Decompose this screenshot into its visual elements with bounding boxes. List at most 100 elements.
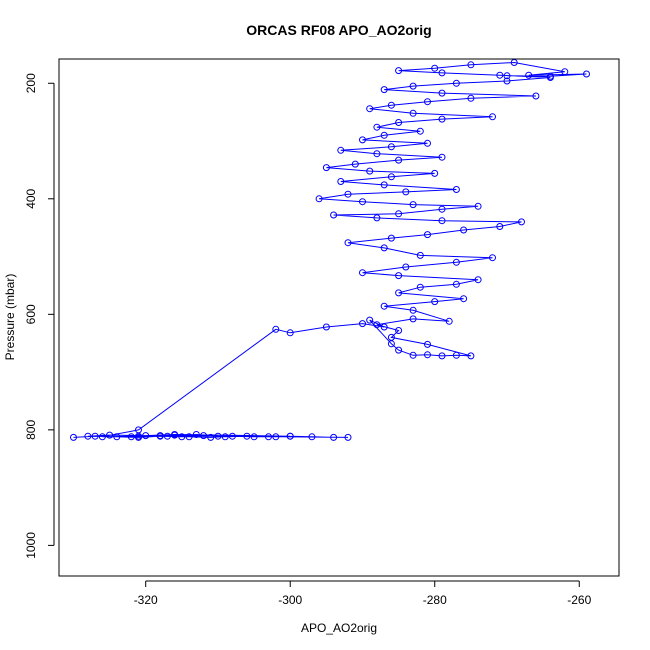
data-point <box>460 226 468 234</box>
data-point <box>142 432 150 440</box>
data-point <box>344 239 352 247</box>
data-point <box>373 150 381 158</box>
data-point <box>380 323 388 331</box>
data-point <box>532 92 540 100</box>
y-axis: 200 400 600 800 1000 <box>24 73 55 559</box>
data-point <box>322 323 330 331</box>
data-point <box>380 244 388 252</box>
data-point <box>438 153 446 161</box>
data-point <box>106 431 114 439</box>
data-point <box>185 433 193 441</box>
data-point <box>272 433 280 441</box>
data-point <box>250 433 258 441</box>
data-point <box>330 433 338 441</box>
data-point <box>467 61 475 69</box>
chart-title: ORCAS RF08 APO_AO2orig <box>246 22 431 38</box>
plot-area <box>70 59 590 441</box>
data-point <box>503 72 511 80</box>
data-point <box>359 269 366 277</box>
data-point <box>496 71 504 79</box>
y-tick-label: 600 <box>24 304 38 324</box>
data-point <box>135 426 142 434</box>
data-point <box>221 433 229 441</box>
x-tick-label: -300 <box>278 593 302 607</box>
y-tick-label: 200 <box>24 73 38 93</box>
data-point <box>467 94 475 102</box>
data-point <box>424 231 431 239</box>
data-point <box>214 432 222 440</box>
data-point <box>438 352 446 360</box>
data-point <box>518 218 525 226</box>
data-point <box>387 173 395 181</box>
x-tick-label: -260 <box>567 593 591 607</box>
data-point <box>460 295 468 303</box>
data-point <box>525 71 533 79</box>
y-tick-label: 800 <box>24 420 38 440</box>
data-point <box>308 433 316 441</box>
data-point <box>424 98 431 106</box>
data-point <box>445 317 453 325</box>
data-point <box>409 82 417 90</box>
data-point <box>70 433 77 441</box>
data-point <box>387 143 395 151</box>
data-point <box>380 181 388 189</box>
data-point <box>380 86 388 94</box>
data-point <box>409 109 417 117</box>
data-point <box>192 431 200 438</box>
data-point <box>156 432 164 440</box>
data-point <box>496 223 504 230</box>
data-point <box>424 139 431 147</box>
data-point <box>387 101 395 109</box>
data-point <box>424 351 431 359</box>
data-point <box>113 433 121 441</box>
data-point <box>127 433 135 441</box>
data-point <box>452 258 460 266</box>
x-axis-label: APO_AO2orig <box>301 621 377 635</box>
data-point <box>395 346 403 354</box>
data-point <box>431 64 439 72</box>
data-point <box>409 201 417 209</box>
data-point <box>395 119 403 126</box>
data-point <box>171 431 179 439</box>
data-point <box>467 352 475 360</box>
data-point <box>84 432 92 440</box>
data-point <box>228 432 236 440</box>
data-point <box>561 68 569 76</box>
data-point <box>373 321 381 329</box>
data-point <box>272 325 280 333</box>
data-point <box>163 432 171 440</box>
data-point <box>366 167 374 175</box>
data-point <box>395 67 403 75</box>
data-point <box>489 254 496 262</box>
data-point <box>207 433 215 441</box>
data-point <box>243 432 251 440</box>
data-point <box>351 160 359 168</box>
data-point <box>91 432 99 440</box>
data-point <box>373 214 381 222</box>
data-point <box>344 433 352 441</box>
x-tick-label: -320 <box>134 593 158 607</box>
data-point <box>474 202 482 210</box>
data-point <box>265 433 272 441</box>
data-point <box>438 69 446 77</box>
plot-frame <box>58 58 620 577</box>
data-point <box>286 329 294 337</box>
data-point <box>286 432 294 440</box>
data-point <box>409 315 417 323</box>
data-point <box>200 432 207 440</box>
data-point <box>489 113 496 121</box>
data-point <box>395 289 403 297</box>
y-tick-label: 400 <box>24 188 38 208</box>
data-point <box>366 316 374 324</box>
data-point <box>402 263 410 271</box>
data-point <box>387 333 395 341</box>
data-point <box>395 272 403 280</box>
data-point <box>503 77 511 85</box>
data-point <box>98 433 106 441</box>
data-point <box>452 79 460 87</box>
data-point <box>344 190 352 198</box>
data-point <box>330 211 338 219</box>
data-point <box>387 234 395 242</box>
x-axis: -320 -300 -280 -260 <box>134 580 592 607</box>
